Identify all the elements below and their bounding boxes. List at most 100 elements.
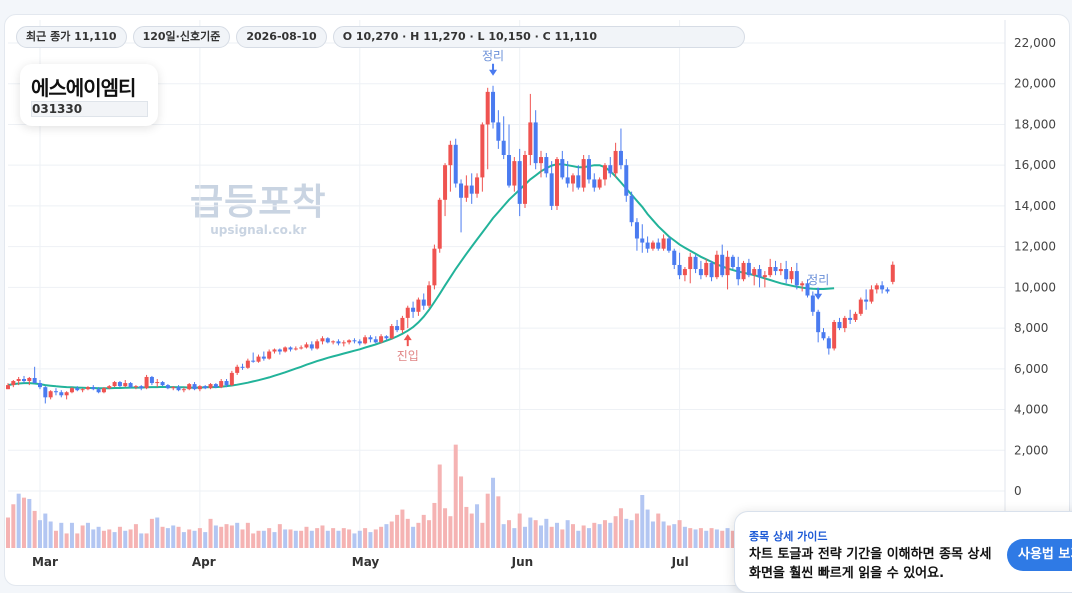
candle-body <box>43 387 48 398</box>
signal-label: 진입 <box>397 349 419 363</box>
candle <box>560 150 565 180</box>
y-tick-label: 6,000 <box>1014 362 1048 376</box>
candle-body <box>826 338 831 349</box>
candle-body <box>277 349 282 352</box>
candle-body <box>331 341 336 343</box>
volume-bar <box>224 524 229 548</box>
candle <box>634 218 639 251</box>
volume-bar <box>299 530 304 548</box>
candle-body <box>299 347 304 349</box>
candle-body <box>784 269 789 280</box>
y-tick-label: 8,000 <box>1014 321 1048 335</box>
candle <box>272 348 277 354</box>
volume-bar <box>427 520 432 548</box>
candle <box>43 386 48 404</box>
candle-body <box>459 183 464 198</box>
volume-bar <box>565 520 570 548</box>
volume-bar <box>245 522 250 548</box>
candle-body <box>315 341 320 349</box>
volume-bar <box>714 529 719 548</box>
candle-body <box>347 340 352 343</box>
stock-name: 에스에이엠티 <box>31 76 136 100</box>
candle <box>842 315 847 333</box>
y-tick-label: 22,000 <box>1014 36 1056 50</box>
candle-body <box>533 122 538 164</box>
volume-bar <box>48 521 53 548</box>
volume-bar <box>235 522 240 548</box>
candle <box>165 384 170 390</box>
candle <box>512 157 517 192</box>
candle <box>85 386 90 391</box>
volume-bar <box>507 520 512 548</box>
date-chip: 2026-08-10 <box>236 26 327 48</box>
candle <box>805 279 810 298</box>
candle-body <box>805 283 810 296</box>
candle-body <box>704 262 709 276</box>
volume-bar <box>698 528 703 548</box>
candle <box>133 385 138 390</box>
candle <box>261 351 266 361</box>
candle-body <box>597 179 602 188</box>
candle <box>21 375 26 384</box>
volume-bar <box>117 526 122 548</box>
candle-body <box>810 295 815 312</box>
y-tick-label: 12,000 <box>1014 240 1056 254</box>
candle <box>523 150 528 208</box>
candle <box>331 340 336 345</box>
candle-body <box>656 242 661 249</box>
candle-body <box>730 256 735 267</box>
candle-body <box>768 267 773 276</box>
candle <box>139 385 144 391</box>
candle-body <box>75 388 80 391</box>
volume-bar <box>144 533 149 548</box>
candle <box>629 191 634 227</box>
candle <box>725 250 730 290</box>
candle-body <box>96 389 101 393</box>
candle-body <box>624 165 629 196</box>
buy-arrow-icon <box>403 334 412 347</box>
volume-bar <box>101 530 106 548</box>
candle <box>405 305 410 329</box>
candle-body <box>32 377 37 384</box>
volume-bar <box>411 526 416 548</box>
candle-body <box>539 157 543 164</box>
volume-bar <box>261 530 266 548</box>
volume-bar <box>139 533 144 548</box>
candle-body <box>480 124 485 178</box>
candle-body <box>16 379 21 382</box>
volume-bar <box>43 513 48 548</box>
candle <box>890 261 895 285</box>
candle <box>714 250 719 280</box>
last-close-chip: 최근 종가 11,110 <box>16 26 127 48</box>
volume-bar <box>208 518 213 548</box>
y-tick-label: 2,000 <box>1014 443 1048 457</box>
candle-body <box>187 384 192 390</box>
candle <box>144 374 149 390</box>
candle <box>656 238 661 251</box>
candle-body <box>261 356 266 359</box>
candle-body <box>741 262 746 280</box>
candle <box>741 260 746 282</box>
volume-bar <box>544 518 549 548</box>
candle-body <box>842 317 847 329</box>
volume-bar <box>37 520 42 548</box>
guide-body: 차트 토글과 전략 기간을 이해하면 종목 상세 화면을 훨씬 빠르게 읽을 수… <box>749 547 992 581</box>
period-chip: 120일·신호기준 <box>132 26 231 48</box>
candle <box>539 150 543 178</box>
candle-body <box>752 269 757 276</box>
candle-body <box>576 175 581 188</box>
volume-bar <box>464 506 469 548</box>
candle <box>245 358 250 369</box>
candle-body <box>379 336 384 343</box>
how-to-use-button[interactable]: 사용법 보기 <box>1007 539 1072 571</box>
candle-body <box>101 388 106 393</box>
watermark: 급등포착 upsignal.co.kr <box>190 173 326 237</box>
candle <box>475 173 480 198</box>
candle <box>203 385 208 390</box>
volume-bar <box>32 510 37 548</box>
candle <box>192 382 197 391</box>
candle-body <box>794 271 799 286</box>
candle-body <box>565 177 570 184</box>
candle <box>91 385 96 391</box>
